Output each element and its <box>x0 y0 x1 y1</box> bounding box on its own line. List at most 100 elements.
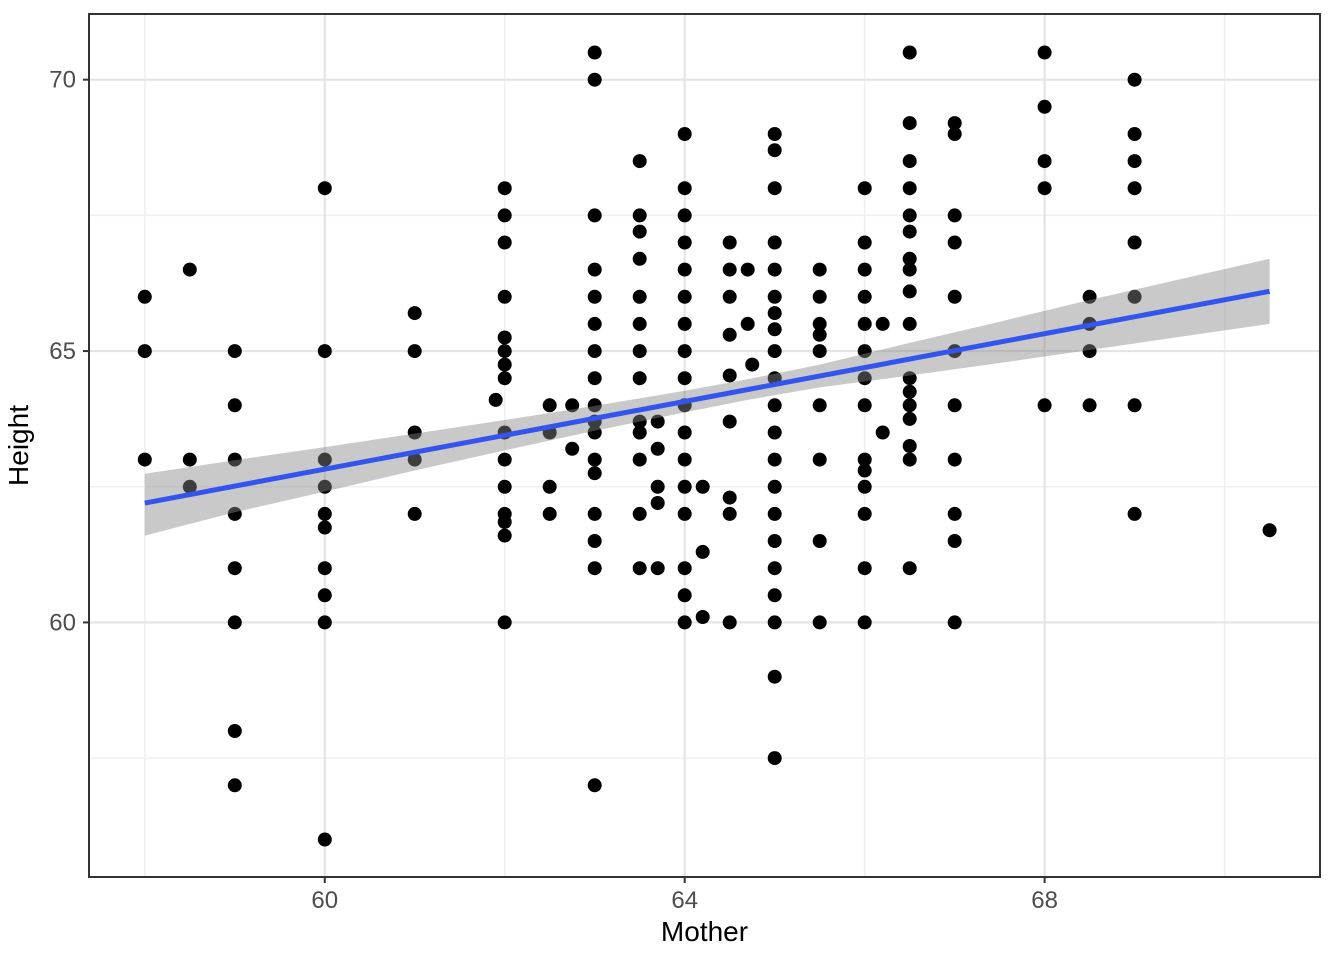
x-axis-title: Mother <box>661 916 748 947</box>
data-point <box>1037 181 1052 196</box>
data-point <box>812 344 827 359</box>
data-point <box>947 116 962 131</box>
data-point <box>857 262 872 277</box>
data-point <box>695 479 710 494</box>
data-point <box>1127 154 1142 169</box>
data-point <box>632 414 647 429</box>
data-point <box>137 344 152 359</box>
data-point <box>497 330 512 345</box>
data-point <box>857 289 872 304</box>
data-point <box>677 289 692 304</box>
data-point <box>650 561 665 576</box>
data-point <box>587 371 602 386</box>
data-point <box>587 778 602 793</box>
data-point <box>497 528 512 543</box>
data-point <box>902 116 917 131</box>
data-point <box>722 327 737 342</box>
y-axis-tick-labels: 60 65 70 <box>49 67 76 637</box>
data-point <box>722 289 737 304</box>
data-point <box>857 561 872 576</box>
data-point <box>812 262 827 277</box>
data-point <box>632 371 647 386</box>
data-point <box>587 452 602 467</box>
data-point <box>587 208 602 223</box>
data-point <box>812 534 827 548</box>
data-point <box>677 235 692 250</box>
data-point <box>587 289 602 304</box>
data-point <box>695 544 710 559</box>
data-point <box>632 425 647 440</box>
regression-line-segment <box>144 288 1271 506</box>
data-point <box>317 452 332 467</box>
y-axis-title: Height <box>3 405 34 486</box>
data-point <box>542 479 557 494</box>
x-tick-label: 68 <box>1031 887 1058 914</box>
data-point <box>677 561 692 576</box>
data-point <box>677 615 692 630</box>
data-point <box>137 289 152 304</box>
data-point <box>947 452 962 467</box>
data-point <box>497 208 512 223</box>
data-point <box>632 251 647 266</box>
data-point <box>497 357 512 372</box>
data-point <box>317 520 332 535</box>
data-point <box>632 289 647 304</box>
data-point <box>227 615 242 630</box>
data-point <box>740 262 755 277</box>
data-point <box>722 262 737 277</box>
data-point <box>902 561 917 576</box>
y-tick-label: 70 <box>49 67 76 94</box>
data-point <box>947 127 962 141</box>
data-point <box>875 425 890 440</box>
data-point <box>677 588 692 603</box>
data-point <box>902 251 917 266</box>
data-point <box>497 289 512 304</box>
data-point <box>650 441 665 456</box>
data-point <box>587 344 602 359</box>
data-point <box>902 398 917 413</box>
data-point <box>1127 235 1142 250</box>
data-point <box>587 425 602 440</box>
panel-border <box>88 13 1321 878</box>
major-gridlines <box>89 14 1320 877</box>
data-point <box>767 479 782 494</box>
data-point <box>317 588 332 603</box>
data-point <box>767 615 782 630</box>
data-point <box>1127 72 1142 87</box>
data-point <box>767 506 782 521</box>
data-point <box>587 466 602 481</box>
data-point <box>317 181 332 196</box>
data-point <box>1262 523 1277 538</box>
data-point <box>317 506 332 521</box>
data-point <box>767 306 782 321</box>
axis-tick-marks <box>83 78 1046 883</box>
data-point <box>812 316 827 331</box>
data-point <box>497 515 512 529</box>
data-point <box>947 506 962 521</box>
data-point <box>317 344 332 359</box>
data-point <box>407 425 422 440</box>
data-point <box>812 615 827 630</box>
data-point <box>542 398 557 413</box>
data-point <box>227 398 242 413</box>
data-point <box>767 344 782 359</box>
data-point <box>722 414 737 429</box>
data-point <box>947 289 962 304</box>
data-point <box>767 181 782 196</box>
data-point <box>677 371 692 386</box>
data-point <box>857 506 872 521</box>
data-point <box>317 561 332 576</box>
data-point <box>722 490 737 505</box>
x-tick-label: 60 <box>311 887 338 914</box>
data-point <box>1127 398 1142 413</box>
data-point <box>947 208 962 223</box>
scatter-points <box>137 45 1277 847</box>
data-point <box>1127 289 1142 304</box>
data-point <box>1127 181 1142 196</box>
data-point <box>947 615 962 630</box>
data-point <box>857 344 872 359</box>
panel-background <box>89 14 1320 877</box>
data-point <box>227 561 242 576</box>
data-point <box>767 534 782 548</box>
